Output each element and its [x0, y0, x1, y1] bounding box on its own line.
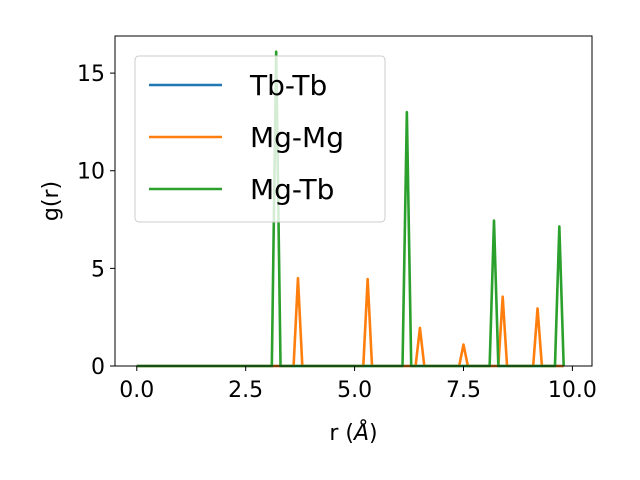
y-axis: 0 5 10 15	[77, 62, 115, 380]
x-axis-label-unit: Å	[352, 419, 369, 446]
legend: Tb-Tb Mg-Mg Mg-Tb	[134, 55, 386, 223]
y-tick-label: 15	[77, 62, 105, 87]
x-axis-label-close: )	[369, 421, 378, 446]
x-axis-label-text: r (	[329, 421, 354, 446]
legend-label: Mg-Tb	[250, 173, 334, 206]
y-tick-label: 0	[91, 355, 105, 380]
y-tick-label: 10	[77, 160, 105, 185]
legend-label: Tb-Tb	[249, 69, 327, 102]
y-tick-label: 5	[91, 257, 105, 282]
legend-label: Mg-Mg	[250, 121, 344, 154]
x-tick-label: 2.5	[228, 378, 263, 403]
x-axis: 0.0 2.5 5.0 7.5 10.0	[119, 366, 597, 403]
x-axis-label: r (Å)	[329, 419, 377, 446]
x-tick-label: 0.0	[119, 378, 154, 403]
x-tick-label: 5.0	[337, 378, 372, 403]
x-tick-label: 7.5	[446, 378, 481, 403]
y-axis-label: g(r)	[39, 181, 64, 221]
legend-box	[134, 55, 386, 223]
plot-frame	[114, 35, 593, 367]
series-line-mg-mg	[136, 276, 564, 368]
x-tick-label: 10.0	[548, 378, 597, 403]
